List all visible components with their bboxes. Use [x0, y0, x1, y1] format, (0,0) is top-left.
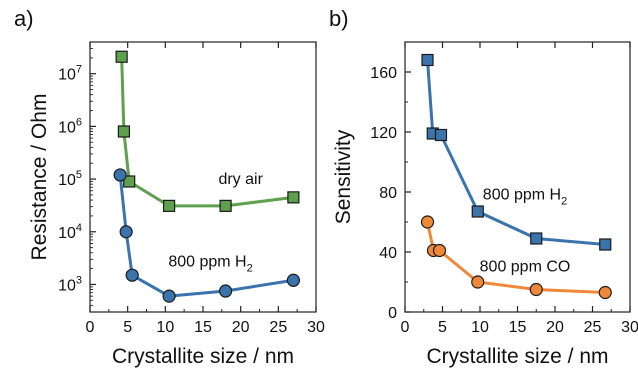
y-tick-label: 106: [58, 116, 82, 136]
y-tick-label: 104: [58, 222, 82, 242]
data-point: [529, 282, 543, 297]
series-line: [426, 221, 606, 294]
data-point: [530, 232, 543, 245]
x-tick-label: 5: [123, 319, 132, 336]
data-point: [598, 285, 612, 300]
y-axis-title: Resistance / Ohm: [28, 94, 51, 261]
chart-panel-b: b) 0 5 10 15 20 25 30 0 40 80 120 160 Crystallite siz…: [329, 6, 638, 368]
series-label-text: 800 ppm H: [483, 187, 561, 204]
series-0: dry air: [115, 50, 300, 212]
data-point: [113, 168, 127, 182]
data-point: [599, 238, 612, 251]
y-tick-label-base: 10: [58, 277, 76, 294]
data-point: [125, 268, 139, 282]
series-line: [118, 174, 294, 298]
series-label: 800 ppm CO: [480, 259, 571, 276]
y-tick-label-exponent: 6: [76, 116, 82, 128]
series-0: 800 ppm H2: [421, 53, 612, 251]
series-1: 800 ppm CO: [420, 215, 612, 300]
data-point: [115, 50, 128, 63]
data-point: [287, 191, 300, 204]
data-point: [434, 128, 448, 142]
x-tick-label: 10: [471, 319, 489, 336]
x-axis-title: Crystallite size / nm: [426, 345, 608, 368]
series-label: dry air: [218, 171, 263, 188]
y-tick-label: 80: [379, 185, 397, 202]
panel-label: b): [329, 6, 349, 31]
series-line: [426, 59, 606, 246]
x-tick-label: 20: [546, 319, 564, 336]
x-tick-label: 0: [86, 319, 95, 336]
y-tick-label-base: 10: [58, 119, 76, 136]
data-point: [163, 199, 176, 212]
data-point: [420, 215, 435, 229]
x-tick-label: 20: [232, 319, 250, 336]
series-label-text: 800 ppm H: [168, 253, 246, 270]
data-point: [421, 53, 434, 67]
data-point: [123, 175, 136, 188]
x-tick-label: 5: [438, 319, 447, 336]
y-tick-label-exponent: 3: [76, 274, 82, 286]
y-axis-title: Sensitivity: [332, 129, 355, 224]
data-point: [219, 199, 232, 212]
y-tick-label-base: 10: [58, 225, 76, 242]
y-tick-label: 40: [379, 245, 397, 262]
y-tick-label: 107: [58, 64, 82, 84]
series-label: 800 ppm H2: [168, 253, 252, 274]
y-tick-label: 160: [370, 65, 397, 82]
data-point: [117, 125, 131, 138]
x-tick-label: 10: [156, 319, 174, 336]
y-tick-label: 103: [58, 274, 82, 294]
y-tick-label: 105: [58, 169, 82, 189]
data-point: [432, 243, 447, 258]
y-tick-label-base: 10: [58, 67, 76, 84]
series-label-subscript: 2: [247, 262, 253, 274]
x-tick-label: 25: [584, 319, 602, 336]
x-tick-label: 15: [509, 319, 527, 336]
data-point: [219, 284, 233, 298]
series-1: 800 ppm H2: [113, 168, 300, 303]
x-tick-label: 30: [621, 319, 638, 336]
series-line: [120, 56, 294, 208]
y-tick-label-exponent: 5: [76, 169, 82, 181]
data-point: [119, 225, 133, 239]
y-tick-label: 0: [388, 305, 397, 322]
data-point: [471, 205, 484, 218]
x-tick-label: 0: [401, 319, 410, 336]
x-axis-title: Crystallite size / nm: [112, 345, 294, 368]
y-tick-label-base: 10: [58, 172, 76, 189]
y-tick-label: 120: [370, 125, 397, 142]
panel-label: a): [14, 6, 34, 31]
chart-panel-a: a)0 5 10 15 20 25 30103104105106107Crystallite…: [14, 6, 325, 368]
data-point: [471, 275, 485, 289]
x-tick-label: 25: [269, 319, 287, 336]
series-label-text: dry air: [218, 171, 263, 188]
x-tick-label: 30: [307, 319, 325, 336]
series-label: 800 ppm H2: [483, 187, 567, 208]
series-label-text: 800 ppm CO: [480, 259, 571, 276]
y-tick-label-exponent: 4: [76, 222, 82, 234]
data-point: [162, 289, 176, 303]
series-label-subscript: 2: [561, 196, 567, 208]
x-tick-label: 15: [194, 319, 212, 336]
y-tick-label-exponent: 7: [76, 64, 82, 76]
data-point: [286, 273, 300, 287]
